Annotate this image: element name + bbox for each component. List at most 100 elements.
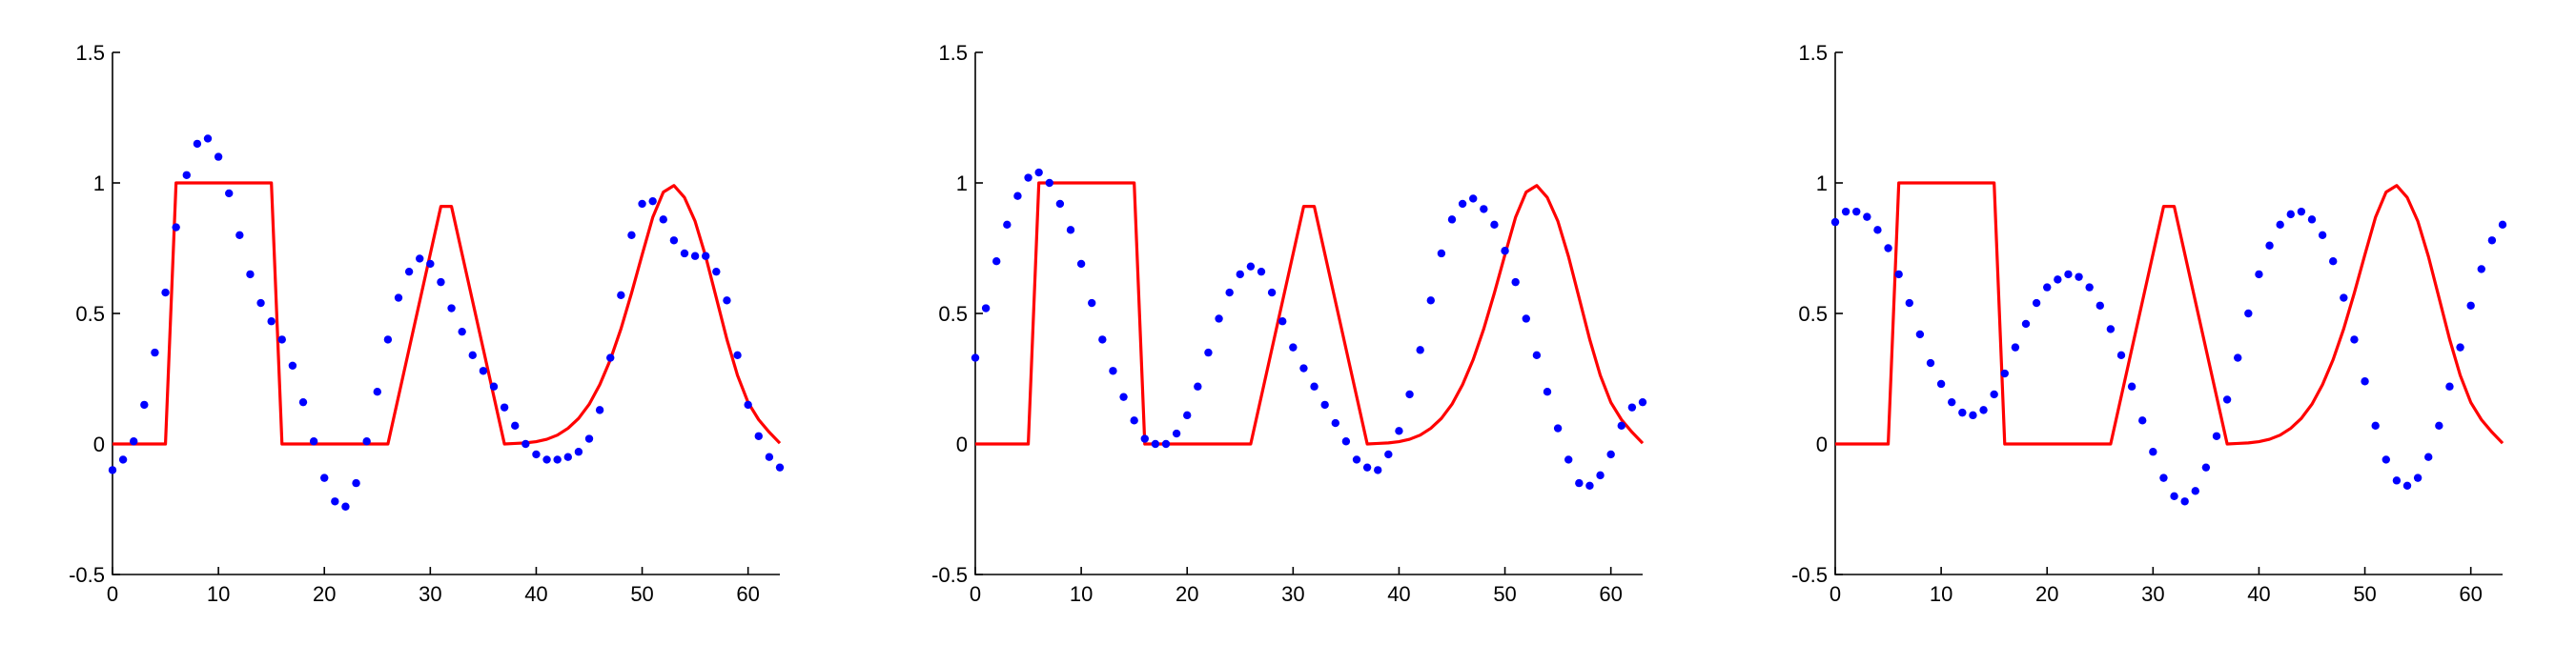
y-tick-label: 0	[956, 433, 968, 456]
blue-data-point	[341, 502, 350, 511]
x-tick-label: 40	[1387, 582, 1410, 606]
blue-data-point	[130, 437, 138, 446]
blue-data-point	[277, 335, 286, 344]
blue-data-point	[1948, 397, 1956, 407]
blue-data-point	[542, 455, 551, 464]
x-tick-label: 10	[1070, 582, 1093, 606]
blue-data-point	[511, 421, 520, 431]
blue-data-point	[1863, 212, 1871, 221]
blue-data-point	[521, 439, 530, 449]
blue-data-point	[1596, 471, 1605, 480]
blue-data-point	[638, 199, 646, 209]
blue-data-point	[2180, 497, 2189, 506]
blue-data-point	[2445, 382, 2454, 391]
blue-data-point	[2244, 309, 2253, 318]
blue-data-point	[1830, 217, 1840, 227]
blue-data-point	[2466, 301, 2475, 310]
blue-data-point	[1289, 343, 1298, 352]
blue-data-point	[2371, 421, 2380, 431]
blue-data-point	[2402, 481, 2412, 491]
blue-data-point	[1119, 393, 1128, 401]
blue-data-point	[267, 317, 276, 326]
blue-data-point	[182, 171, 191, 179]
blue-data-point	[2350, 335, 2359, 344]
blue-data-point	[1088, 298, 1096, 308]
red-series-line	[112, 181, 782, 446]
blue-data-point	[2138, 416, 2147, 425]
blue-data-point	[775, 463, 785, 472]
blue-data-point	[2382, 455, 2390, 464]
x-tick-label: 50	[2353, 582, 2376, 606]
x-tick-label: 0	[970, 582, 981, 606]
x-tick-label: 30	[1281, 582, 1304, 606]
blue-data-point	[500, 403, 509, 412]
blue-data-point	[331, 497, 339, 506]
blue-data-point	[1215, 314, 1223, 323]
blue-data-point	[1246, 262, 1256, 271]
blue-data-point	[256, 298, 265, 308]
blue-data-point	[1310, 382, 1319, 391]
blue-data-point	[627, 231, 636, 239]
blue-data-point	[1003, 220, 1012, 230]
blue-data-point	[1585, 481, 1594, 491]
blue-data-point	[2159, 474, 2168, 482]
x-tick-label: 40	[524, 582, 547, 606]
blue-data-point	[1469, 194, 1478, 203]
blue-data-point	[214, 152, 223, 161]
blue-data-point	[1458, 199, 1467, 209]
blue-data-point	[1194, 382, 1202, 391]
blue-data-point	[2222, 395, 2232, 404]
blue-data-point	[1979, 406, 1988, 414]
blue-data-point	[595, 406, 604, 414]
axis-lines	[112, 52, 780, 575]
blue-data-point	[744, 400, 752, 410]
blue-data-point	[2477, 265, 2485, 273]
y-tick-label: 0	[93, 433, 105, 456]
blue-data-point	[373, 388, 381, 396]
blue-data-point	[1969, 411, 1977, 420]
blue-data-point	[1352, 455, 1361, 464]
blue-data-point	[1416, 346, 1424, 354]
blue-data-point	[2361, 377, 2369, 386]
blue-data-point	[2054, 275, 2062, 284]
blue-data-point	[723, 296, 731, 305]
blue-data-point	[2032, 298, 2041, 308]
blue-data-point	[981, 304, 991, 312]
x-tick-label: 10	[207, 582, 230, 606]
chart-panel-1: -0.500.511.50 10 20 30 40 50 60	[69, 41, 785, 606]
blue-data-point	[404, 267, 414, 276]
blue-data-point	[383, 335, 393, 344]
x-tick-label: 50	[630, 582, 653, 606]
blue-data-point	[1341, 437, 1351, 446]
blue-data-point	[1267, 288, 1277, 297]
axis-lines	[1834, 52, 2503, 575]
blue-data-point	[1501, 247, 1509, 255]
blue-data-point	[733, 351, 742, 360]
red-series-line	[1835, 181, 2504, 446]
blue-data-point	[309, 437, 318, 446]
blue-data-point	[1362, 463, 1372, 472]
blue-data-point	[1511, 277, 1520, 287]
blue-data-point	[2297, 207, 2306, 216]
blue-data-point	[161, 288, 170, 297]
blue-data-point	[2276, 220, 2284, 230]
x-tick-label: 20	[1176, 582, 1198, 606]
blue-data-point	[2096, 301, 2104, 310]
blue-data-point	[1936, 379, 1946, 389]
blue-data-point	[140, 400, 149, 410]
blue-data-point	[2116, 351, 2126, 360]
blue-data-point	[108, 466, 117, 474]
blue-data-point	[2127, 382, 2136, 391]
blue-data-point	[118, 455, 128, 464]
blue-data-point	[1638, 397, 1647, 407]
x-tick-label: 60	[736, 582, 759, 606]
blue-data-point	[2498, 220, 2507, 230]
blue-data-point	[1384, 450, 1393, 459]
y-tick-label: 0.5	[75, 302, 105, 326]
blue-data-point	[1926, 358, 1935, 368]
blue-data-point	[1884, 244, 1892, 252]
blue-data-point	[1172, 429, 1181, 438]
blue-data-point	[2170, 492, 2178, 500]
blue-data-point	[1320, 400, 1329, 410]
